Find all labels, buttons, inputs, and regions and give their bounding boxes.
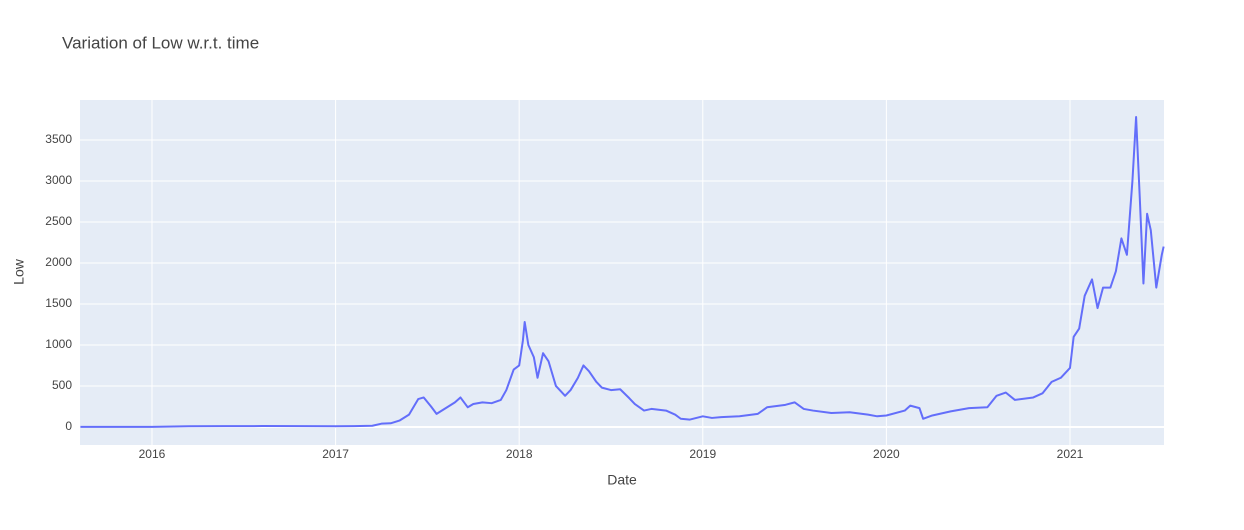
y-tick-label: 500 [52, 378, 72, 392]
y-tick-label: 2500 [45, 214, 72, 228]
y-axis-label: Low [11, 258, 27, 285]
x-tick-label: 2020 [873, 447, 900, 461]
x-tick-label: 2016 [139, 447, 166, 461]
plot-area [80, 100, 1164, 445]
y-tick-label: 3500 [45, 132, 72, 146]
y-tick-label: 0 [65, 419, 72, 433]
x-tick-label: 2021 [1057, 447, 1084, 461]
y-tick-label: 3000 [45, 173, 72, 187]
y-tick-label: 1500 [45, 296, 72, 310]
x-axis-label: Date [607, 472, 637, 488]
y-tick-label: 1000 [45, 337, 72, 351]
y-tick-label: 2000 [45, 255, 72, 269]
data-line [80, 116, 1165, 428]
x-tick-label: 2018 [506, 447, 533, 461]
x-tick-label: 2019 [689, 447, 716, 461]
x-tick-label: 2017 [322, 447, 349, 461]
chart-title: Variation of Low w.r.t. time [62, 33, 259, 52]
